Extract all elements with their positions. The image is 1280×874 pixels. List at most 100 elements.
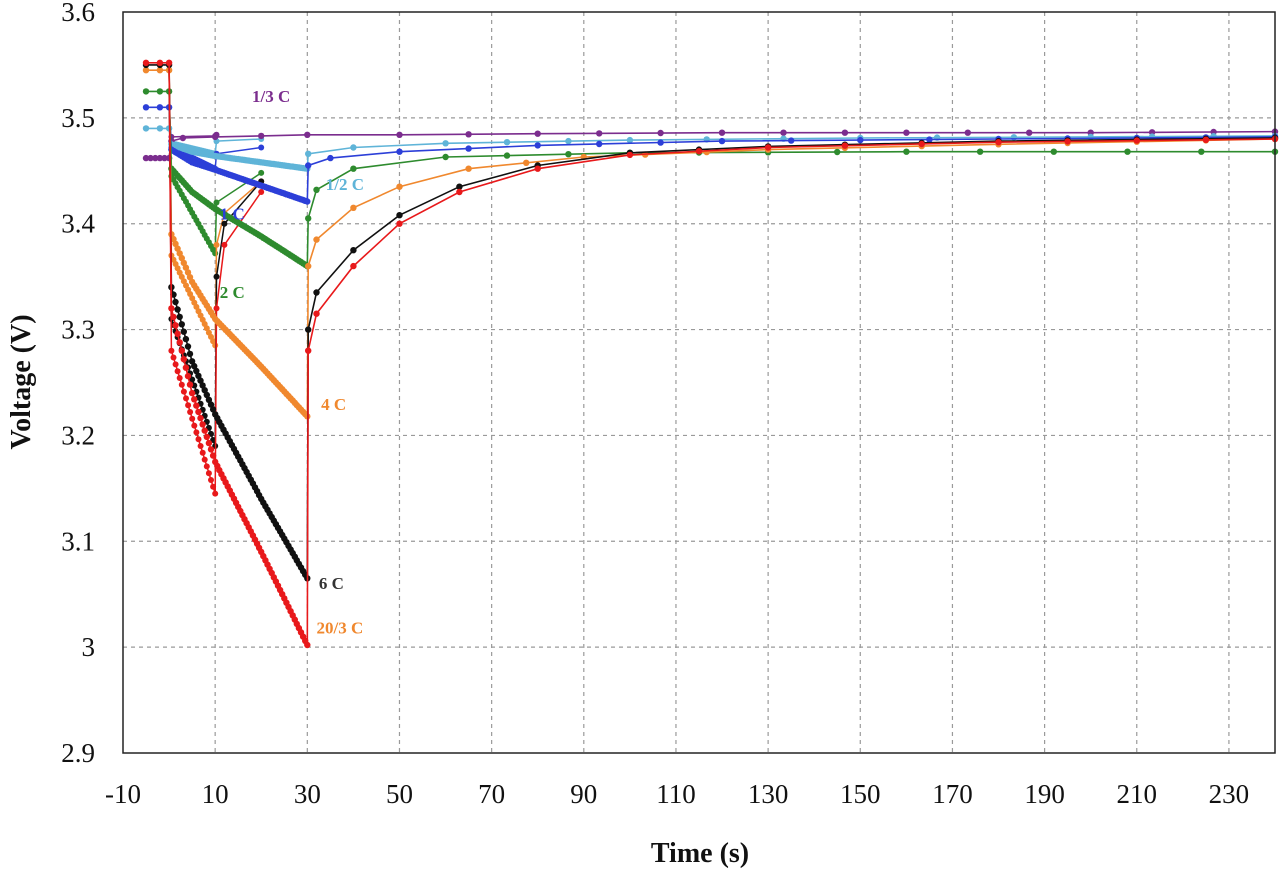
data-point-4-c	[313, 236, 320, 243]
data-point-4-c	[396, 183, 403, 190]
y-tick-label: 3.4	[61, 209, 95, 239]
data-point-1-c	[657, 139, 664, 146]
data-point-6-c	[195, 372, 202, 379]
data-point-20-3-c	[201, 427, 208, 434]
data-point-20-3-c	[208, 477, 214, 483]
data-point-4-c	[523, 159, 530, 166]
series-label-20-3-c: 20/3 C	[317, 618, 364, 637]
data-point-4-c	[174, 245, 181, 252]
data-point-20-3-c	[195, 436, 202, 443]
data-point-1-2-c	[142, 125, 150, 132]
data-point-20-3-c	[174, 330, 181, 337]
data-point-1-c	[305, 162, 312, 169]
data-point-20-3-c	[197, 443, 204, 449]
data-point-20-3-c	[456, 188, 463, 196]
data-point-1-c	[926, 136, 933, 143]
x-tick-label: 110	[656, 779, 696, 809]
data-point-1-2-c	[565, 137, 572, 145]
data-point-20-3-c	[180, 388, 187, 395]
y-axis-title: Voltage (V)	[6, 314, 37, 449]
data-point-2-c	[1198, 148, 1205, 155]
data-point-20-3-c	[918, 140, 925, 148]
data-point-1-2-c	[503, 139, 511, 146]
data-point-1-c	[465, 145, 472, 152]
data-point-6-c	[176, 313, 183, 321]
x-tick-label: -10	[105, 779, 141, 809]
data-point-20-3-c	[205, 439, 213, 447]
data-point-2-c	[503, 152, 511, 159]
data-point-1-3-c	[1026, 129, 1033, 136]
data-point-6-c	[350, 247, 357, 254]
data-point-20-3-c	[168, 347, 175, 354]
data-point-1-3-c	[156, 154, 164, 162]
series-label-4-c: 4 C	[321, 395, 346, 414]
data-point-2-c	[1050, 148, 1058, 155]
data-point-20-3-c	[170, 354, 177, 361]
data-point-20-3-c	[188, 389, 196, 397]
series-label-2-c: 2 C	[220, 283, 245, 302]
data-point-4-c	[142, 67, 150, 74]
x-tick-label: 170	[932, 779, 973, 809]
data-point-6-c	[197, 377, 204, 384]
data-point-2-c	[350, 165, 357, 172]
data-point-20-3-c	[199, 449, 206, 456]
series-label-1-2-c: 1/2 C	[326, 175, 364, 194]
data-point-20-3-c	[142, 59, 150, 66]
data-point-6-c	[201, 387, 208, 394]
data-point-20-3-c	[199, 421, 206, 428]
data-point-20-3-c	[841, 142, 849, 149]
data-point-20-3-c	[178, 347, 185, 354]
data-point-6-c	[207, 401, 215, 408]
series-line-1-3-c	[146, 130, 1276, 159]
data-point-20-3-c	[201, 456, 208, 463]
data-point-1-c	[142, 104, 150, 111]
series-1-c	[142, 104, 1279, 205]
data-point-4-c	[213, 241, 220, 248]
data-point-1-3-c	[465, 131, 472, 138]
y-tick-label: 2.9	[61, 738, 95, 768]
data-point-20-3-c	[170, 313, 177, 321]
y-tick-label: 3.6	[61, 0, 95, 27]
data-point-1-3-c	[657, 129, 664, 137]
data-point-1-3-c	[142, 154, 150, 162]
x-tick-label: 10	[202, 779, 229, 809]
data-point-20-3-c	[1133, 137, 1141, 144]
data-point-20-3-c	[193, 402, 200, 409]
data-point-1-3-c	[212, 133, 219, 141]
data-point-1-2-c	[156, 125, 164, 132]
series-label-1-c: 1 C	[220, 204, 245, 223]
data-point-1-c	[788, 137, 795, 144]
data-point-20-3-c	[191, 396, 198, 403]
series-20-3-c	[142, 59, 1279, 649]
data-point-20-3-c	[258, 189, 265, 195]
data-point-20-3-c	[995, 139, 1002, 146]
data-point-6-c	[313, 289, 320, 296]
data-point-20-3-c	[210, 483, 217, 490]
data-point-1-3-c	[179, 134, 187, 142]
data-point-2-c	[834, 148, 841, 156]
plot-frame	[122, 11, 1276, 754]
data-point-2-c	[313, 186, 320, 193]
series-line-4-c	[146, 69, 1276, 419]
data-point-1-2-c	[305, 150, 312, 157]
data-point-20-3-c	[212, 490, 219, 497]
data-point-2-c	[442, 153, 449, 161]
data-point-6-c	[189, 376, 196, 383]
x-tick-label: 30	[294, 779, 321, 809]
data-point-1-c	[857, 136, 864, 144]
x-tick-label: 210	[1117, 779, 1158, 809]
data-point-2-c	[156, 88, 164, 95]
data-point-4-c	[350, 204, 357, 211]
data-point-6-c	[178, 321, 185, 328]
data-point-20-3-c	[205, 470, 212, 477]
data-point-2-c	[903, 148, 910, 155]
data-point-1-3-c	[780, 129, 787, 136]
data-point-20-3-c	[172, 322, 179, 329]
data-point-1-3-c	[161, 154, 168, 162]
series-4-c	[142, 67, 1279, 420]
x-tick-label: 90	[570, 779, 597, 809]
data-point-2-c	[565, 151, 572, 158]
data-point-6-c	[456, 183, 463, 190]
x-tick-label: 150	[840, 779, 881, 809]
